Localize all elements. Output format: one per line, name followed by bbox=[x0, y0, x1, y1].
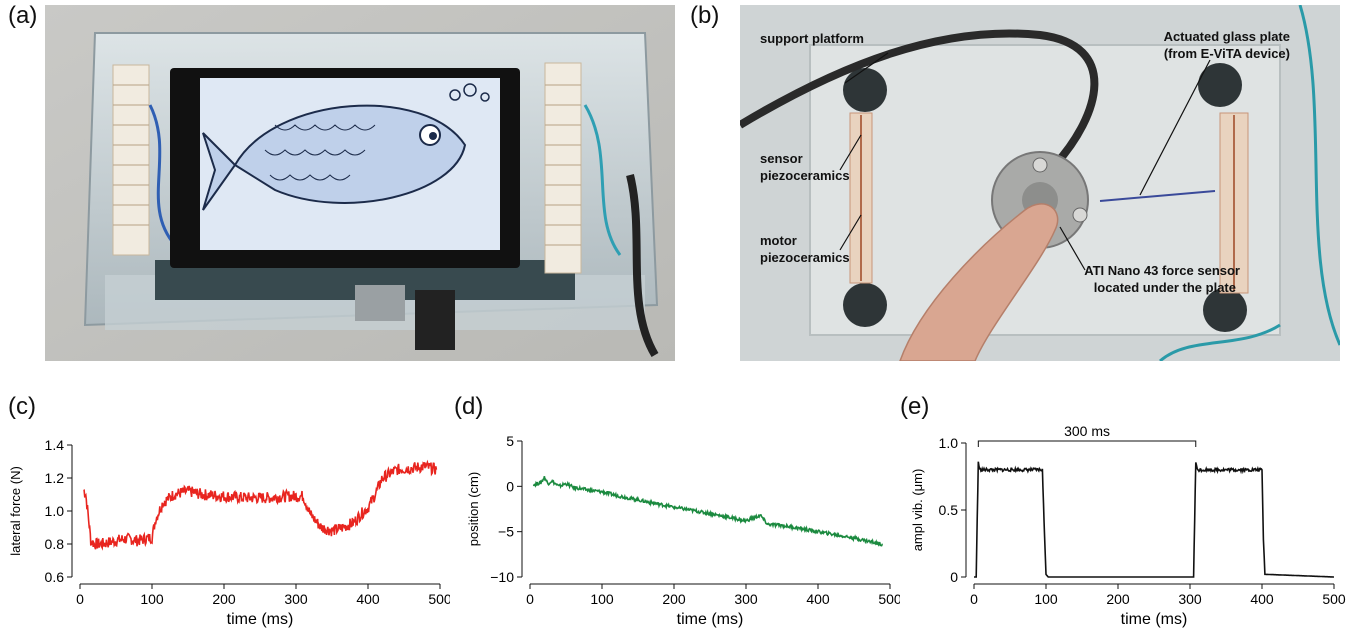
x-tick-label: 300 bbox=[734, 591, 758, 607]
x-tick-label: 0 bbox=[970, 591, 978, 607]
y-axis-label: position (cm) bbox=[466, 472, 481, 546]
series-line bbox=[974, 461, 1334, 578]
x-tick-label: 100 bbox=[590, 591, 614, 607]
x-tick-label: 200 bbox=[212, 591, 236, 607]
y-tick-label: 5 bbox=[506, 433, 514, 449]
x-tick-label: 400 bbox=[806, 591, 830, 607]
x-tick-label: 200 bbox=[1106, 591, 1130, 607]
y-tick-label: −5 bbox=[498, 524, 514, 540]
label-ati-line1: ATI Nano 43 force sensor bbox=[1084, 263, 1240, 278]
label-sensor-line1: sensor bbox=[760, 151, 803, 166]
x-tick-label: 100 bbox=[140, 591, 164, 607]
setup-illustration: support platform sensor piezoceramics mo… bbox=[740, 5, 1340, 361]
label-motor-line1: motor bbox=[760, 233, 797, 248]
y-tick-label: 1.0 bbox=[939, 435, 959, 451]
panel-label-c: (c) bbox=[8, 393, 36, 420]
photo-force-sensor-setup: support platform sensor piezoceramics mo… bbox=[740, 5, 1340, 361]
y-tick-label: 0 bbox=[506, 478, 514, 494]
x-tick-label: 300 bbox=[284, 591, 308, 607]
label-sensor-line2: piezoceramics bbox=[760, 168, 850, 183]
y-tick-label: 1.2 bbox=[45, 470, 65, 486]
label-glass-line2: (from E-ViTA device) bbox=[1164, 46, 1290, 61]
photo-device bbox=[45, 5, 675, 361]
x-tick-label: 500 bbox=[878, 591, 900, 607]
x-tick-label: 500 bbox=[1322, 591, 1346, 607]
x-tick-label: 400 bbox=[356, 591, 380, 607]
chart-position: 0 100 200 300 400 500 −10 −5 0 5 time (ms) position… bbox=[466, 433, 900, 628]
panel-label-e: (e) bbox=[900, 393, 930, 420]
y-tick-label: 1.0 bbox=[45, 503, 65, 519]
x-tick-label: 300 bbox=[1178, 591, 1202, 607]
panel-label-a: (a) bbox=[8, 2, 38, 29]
x-tick-label: 100 bbox=[1034, 591, 1058, 607]
x-tick-label: 0 bbox=[526, 591, 534, 607]
x-tick-label: 400 bbox=[1250, 591, 1274, 607]
series-line bbox=[532, 476, 883, 547]
x-axis-label: time (ms) bbox=[677, 611, 744, 628]
duration-bracket bbox=[977, 440, 1197, 447]
x-axis-label: time (ms) bbox=[1121, 611, 1188, 628]
x-axis-label: time (ms) bbox=[227, 611, 294, 628]
series-line bbox=[83, 459, 438, 551]
x-tick-label: 500 bbox=[428, 591, 450, 607]
duration-annotation: 300 ms bbox=[1064, 425, 1110, 439]
label-motor-line2: piezoceramics bbox=[760, 250, 850, 265]
y-tick-label: 0.6 bbox=[45, 569, 65, 585]
chart-lateral-force: 0 100 200 300 400 500 0.6 0.8 1.0 1.2 1.4 time (ms)… bbox=[8, 437, 450, 628]
x-tick-label: 0 bbox=[76, 591, 84, 607]
panel-label-b: (b) bbox=[690, 2, 720, 29]
y-axis-label: ampl vib. (μm) bbox=[910, 469, 925, 552]
device-illustration bbox=[45, 5, 675, 361]
y-tick-label: 1.4 bbox=[45, 437, 65, 453]
x-tick-label: 200 bbox=[662, 591, 686, 607]
label-glass-line1: Actuated glass plate bbox=[1164, 29, 1290, 44]
y-tick-label: 0.5 bbox=[939, 502, 959, 518]
y-axis-label: lateral force (N) bbox=[8, 466, 23, 556]
y-tick-label: −10 bbox=[490, 569, 514, 585]
label-support-platform: support platform bbox=[760, 31, 864, 46]
label-ati-line2: located under the plate bbox=[1094, 280, 1236, 295]
y-tick-label: 0.8 bbox=[45, 536, 65, 552]
panel-label-d: (d) bbox=[454, 393, 484, 420]
y-tick-label: 0 bbox=[950, 569, 958, 585]
chart-vibration-amplitude: 0 100 200 300 400 500 0 0.5 1.0 time (ms) ampl vib… bbox=[910, 425, 1346, 628]
